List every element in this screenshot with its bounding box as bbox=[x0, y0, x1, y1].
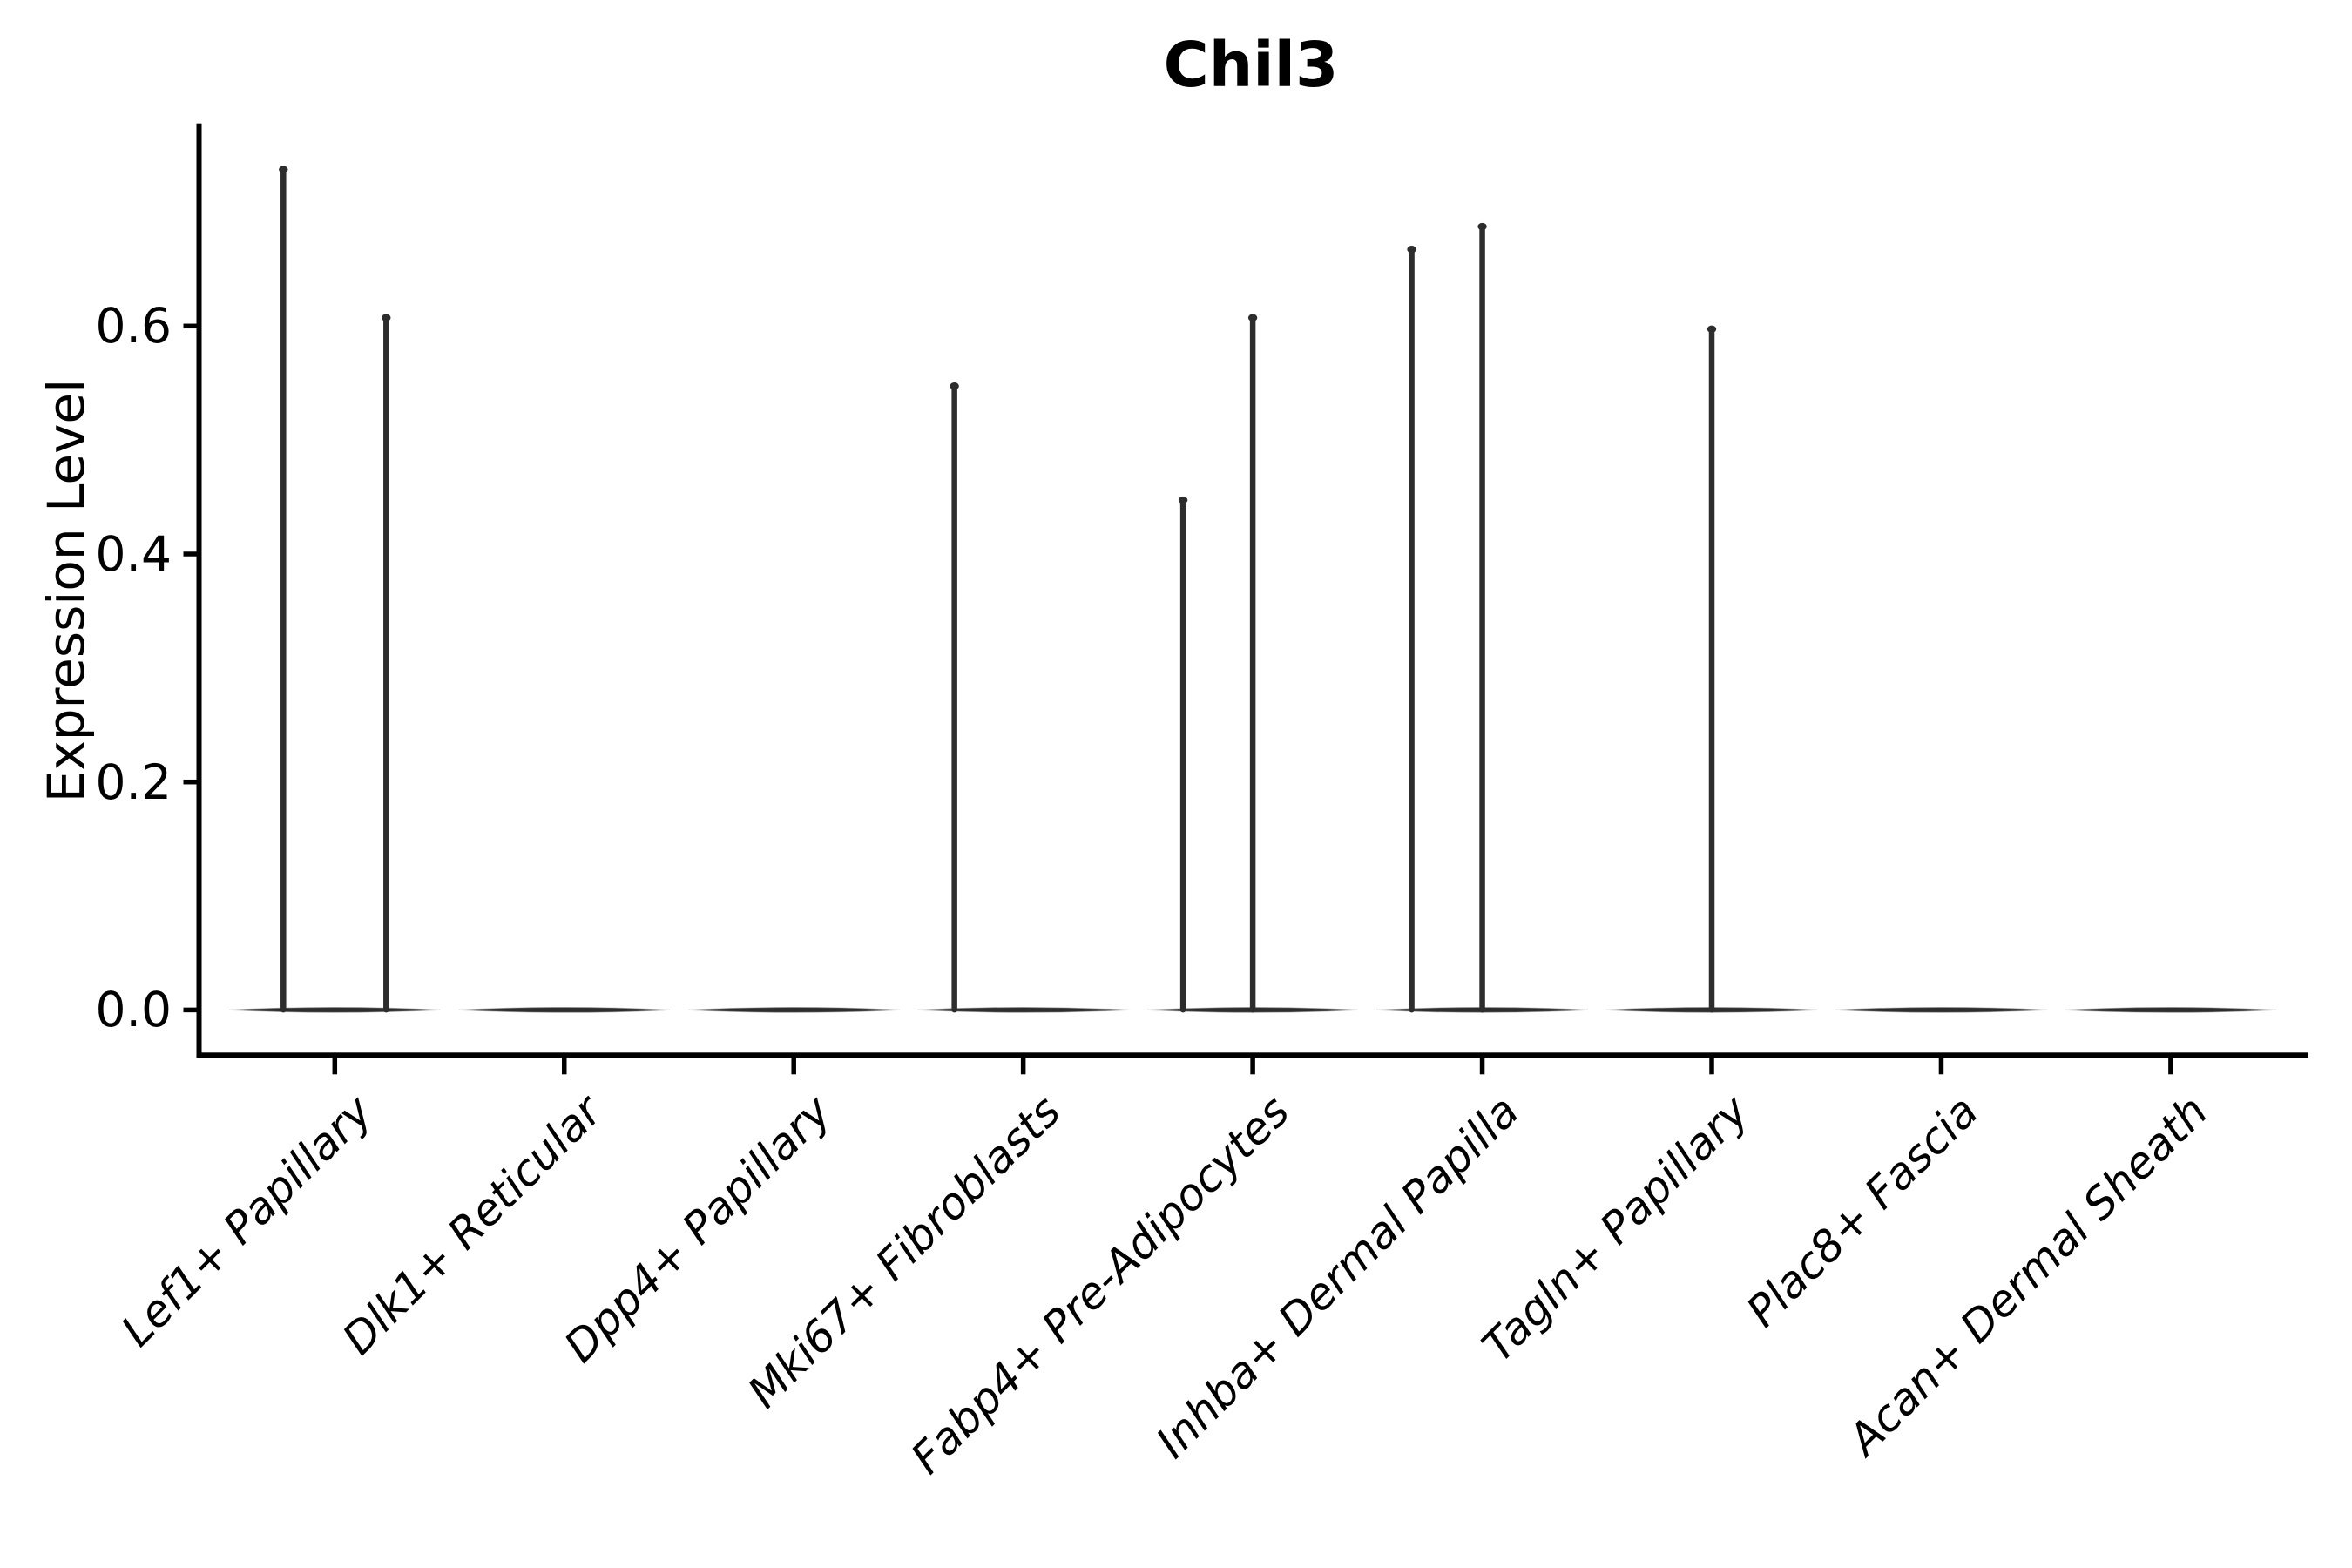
violin-spike bbox=[951, 382, 957, 1013]
x-tick-mark bbox=[1020, 1058, 1026, 1075]
violin-spike bbox=[1479, 223, 1485, 1013]
y-tick-mark bbox=[183, 551, 197, 557]
violin-spike-tip bbox=[1707, 325, 1717, 333]
y-tick-mark bbox=[183, 1007, 197, 1013]
violin-spike-tip bbox=[1477, 222, 1487, 231]
violin-spike bbox=[1179, 497, 1186, 1013]
violin-baseline bbox=[2065, 1007, 2277, 1013]
y-axis-spine bbox=[196, 123, 202, 1058]
y-axis-label: Expression Level bbox=[37, 378, 96, 803]
violin-spike bbox=[1708, 326, 1715, 1013]
x-tick-mark bbox=[332, 1058, 338, 1075]
violin-spike-tip bbox=[950, 382, 959, 390]
plot-title: Chil3 bbox=[1163, 29, 1339, 101]
violin-spike-tip bbox=[1178, 496, 1188, 504]
x-axis-spine bbox=[196, 1052, 2308, 1058]
violin-spike bbox=[1409, 246, 1415, 1013]
y-tick-mark bbox=[183, 323, 197, 329]
y-tick-label-0.0: 0.0 bbox=[95, 982, 172, 1038]
violin-baseline bbox=[917, 1007, 1130, 1013]
y-tick-label-0.6: 0.6 bbox=[95, 298, 172, 355]
x-tick-mark bbox=[791, 1058, 796, 1075]
x-tick-mark bbox=[1709, 1058, 1714, 1075]
violin-baseline bbox=[1835, 1007, 2047, 1013]
violin-spike-tip bbox=[279, 166, 288, 173]
violin-spike-tip bbox=[1407, 246, 1416, 253]
x-tick-mark bbox=[2168, 1058, 2173, 1075]
violin-baseline bbox=[458, 1007, 671, 1013]
violin-spike-tip bbox=[1247, 314, 1258, 321]
violin-spike bbox=[383, 314, 389, 1013]
x-tick-mark bbox=[1938, 1058, 1944, 1075]
violin-spike bbox=[1249, 314, 1256, 1013]
x-tick-mark bbox=[1250, 1058, 1255, 1075]
x-tick-mark bbox=[1479, 1058, 1485, 1075]
y-tick-label-0.4: 0.4 bbox=[95, 526, 172, 582]
violin-baseline bbox=[687, 1007, 900, 1013]
violin-baseline bbox=[228, 1007, 441, 1013]
y-tick-mark bbox=[183, 779, 197, 785]
x-tick-mark bbox=[562, 1058, 567, 1075]
y-tick-label-0.2: 0.2 bbox=[95, 754, 172, 810]
violin-spike bbox=[280, 166, 287, 1013]
violin-spike-tip bbox=[382, 314, 391, 321]
